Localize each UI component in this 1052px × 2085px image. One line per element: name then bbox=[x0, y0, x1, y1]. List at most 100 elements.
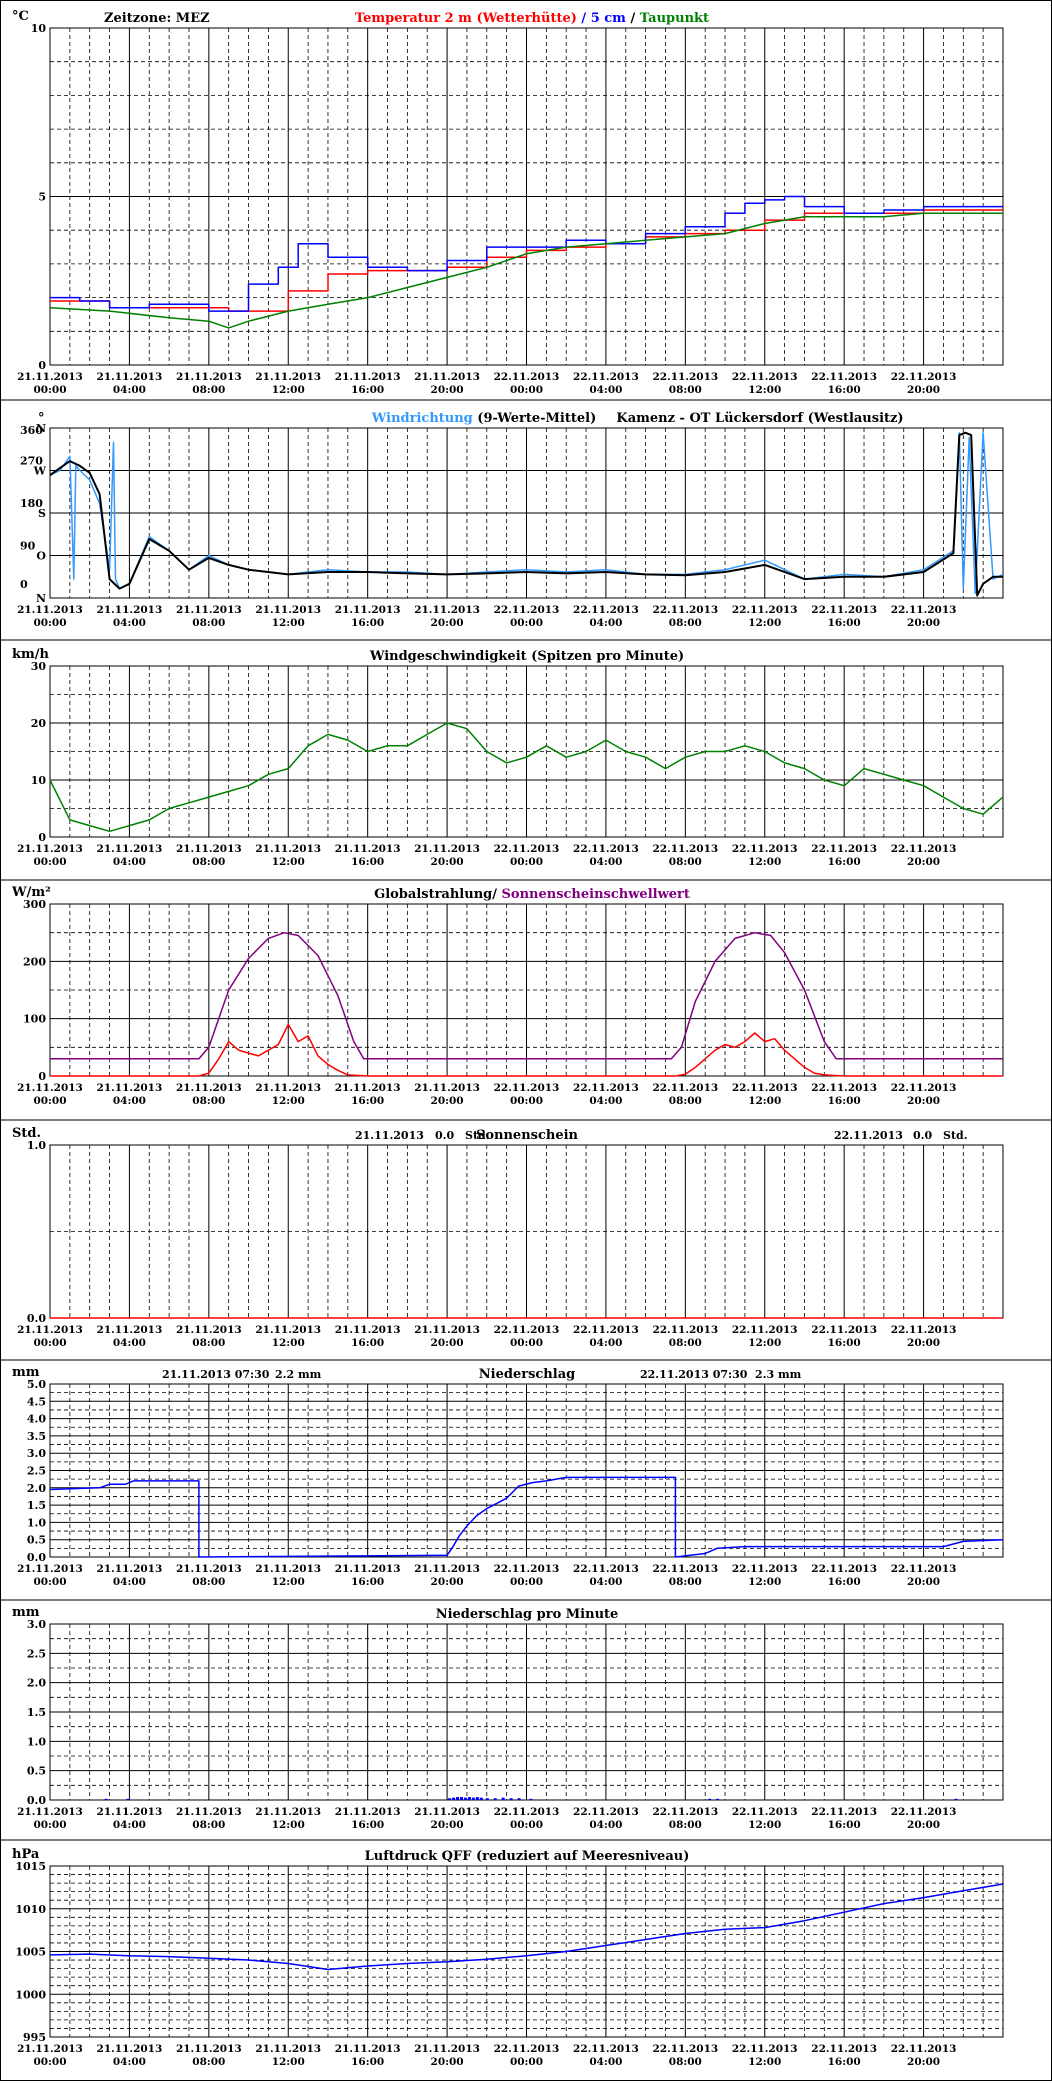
x-tick-date: 21.11.2013 bbox=[176, 2043, 242, 2055]
x-tick-time: 16:00 bbox=[351, 384, 384, 396]
x-tick-date: 21.11.2013 bbox=[335, 2043, 401, 2055]
x-tick-date: 21.11.2013 bbox=[255, 604, 321, 616]
y-tick-label: 1.5 bbox=[27, 1706, 46, 1719]
x-tick-date: 22.11.2013 bbox=[891, 371, 957, 383]
x-tick-time: 08:00 bbox=[192, 856, 225, 868]
x-tick-date: 21.11.2013 bbox=[335, 1806, 401, 1818]
y-tick-num-label: 0 bbox=[20, 578, 28, 591]
x-tick-date: 22.11.2013 bbox=[494, 1563, 560, 1575]
y-tick-label: 5 bbox=[38, 191, 46, 204]
x-tick-time: 20:00 bbox=[907, 1576, 940, 1588]
precip-bar bbox=[464, 1798, 467, 1800]
x-tick-time: 00:00 bbox=[510, 1337, 543, 1349]
x-tick-date: 22.11.2013 bbox=[811, 1082, 877, 1094]
x-tick-time: 08:00 bbox=[192, 1819, 225, 1831]
x-tick-date: 21.11.2013 bbox=[17, 604, 83, 616]
x-tick-time: 08:00 bbox=[669, 1819, 702, 1831]
x-tick-time: 08:00 bbox=[192, 617, 225, 629]
x-tick-time: 12:00 bbox=[748, 1095, 781, 1107]
x-tick-time: 12:00 bbox=[272, 856, 305, 868]
x-tick-date: 22.11.2013 bbox=[652, 1563, 718, 1575]
x-tick-date: 22.11.2013 bbox=[652, 1806, 718, 1818]
y-tick-label: 10 bbox=[31, 774, 47, 787]
unit-label: °C bbox=[12, 9, 29, 24]
x-tick-time: 04:00 bbox=[589, 1337, 622, 1349]
x-tick-date: 22.11.2013 bbox=[811, 604, 877, 616]
y-tick-label: 100 bbox=[23, 1013, 46, 1026]
unit-label: mm bbox=[12, 1605, 40, 1620]
x-tick-date: 21.11.2013 bbox=[335, 843, 401, 855]
x-tick-time: 00:00 bbox=[510, 1819, 543, 1831]
y-tick-label: 4.5 bbox=[27, 1395, 46, 1408]
x-tick-time: 12:00 bbox=[272, 2056, 305, 2068]
title-part: (9-Werte-Mittel) bbox=[473, 411, 596, 426]
x-tick-time: 20:00 bbox=[907, 1337, 940, 1349]
x-tick-time: 04:00 bbox=[589, 1819, 622, 1831]
x-tick-date: 22.11.2013 bbox=[891, 1324, 957, 1336]
x-tick-date: 22.11.2013 bbox=[811, 1324, 877, 1336]
y-tick-label: 3.5 bbox=[27, 1430, 46, 1443]
chart-title: Sonnenschein bbox=[476, 1128, 579, 1143]
x-tick-time: 08:00 bbox=[192, 384, 225, 396]
x-tick-time: 16:00 bbox=[351, 1819, 384, 1831]
x-tick-date: 22.11.2013 bbox=[811, 1806, 877, 1818]
precip-bar bbox=[472, 1798, 475, 1800]
x-tick-date: 22.11.2013 bbox=[811, 2043, 877, 2055]
x-tick-date: 21.11.2013 bbox=[176, 1324, 242, 1336]
precip-bar bbox=[716, 1799, 719, 1800]
x-tick-time: 08:00 bbox=[669, 2056, 702, 2068]
x-tick-date: 22.11.2013 bbox=[891, 843, 957, 855]
x-tick-date: 22.11.2013 bbox=[652, 1324, 718, 1336]
chart-title: Luftdruck QFF (reduziert auf Meeresnivea… bbox=[365, 1849, 690, 1864]
y-tick-label: 10 bbox=[31, 22, 47, 35]
x-tick-time: 20:00 bbox=[907, 856, 940, 868]
x-tick-time: 08:00 bbox=[192, 2056, 225, 2068]
x-tick-time: 00:00 bbox=[33, 1819, 66, 1831]
y-tick-label: 2.5 bbox=[27, 1465, 46, 1478]
x-tick-time: 20:00 bbox=[431, 1095, 464, 1107]
x-tick-date: 21.11.2013 bbox=[97, 1082, 163, 1094]
x-tick-date: 22.11.2013 bbox=[494, 1324, 560, 1336]
precip-bar bbox=[105, 1799, 108, 1800]
x-tick-date: 22.11.2013 bbox=[573, 1806, 639, 1818]
x-tick-date: 21.11.2013 bbox=[255, 1806, 321, 1818]
x-tick-date: 21.11.2013 bbox=[97, 843, 163, 855]
x-tick-date: 22.11.2013 bbox=[732, 843, 798, 855]
day-sum-unit: mm bbox=[298, 1368, 322, 1381]
x-tick-date: 22.11.2013 bbox=[573, 1324, 639, 1336]
x-tick-time: 04:00 bbox=[589, 384, 622, 396]
x-tick-time: 08:00 bbox=[669, 856, 702, 868]
x-tick-date: 21.11.2013 bbox=[176, 604, 242, 616]
x-tick-time: 12:00 bbox=[748, 2056, 781, 2068]
chart-title: Temperatur 2 m (Wetterhütte) / 5 cm / Ta… bbox=[355, 11, 709, 26]
x-tick-time: 00:00 bbox=[33, 617, 66, 629]
unit-label: km/h bbox=[12, 647, 50, 662]
x-tick-time: 16:00 bbox=[351, 1576, 384, 1588]
x-tick-time: 16:00 bbox=[828, 2056, 861, 2068]
unit-label: Std. bbox=[12, 1126, 41, 1141]
x-tick-time: 20:00 bbox=[431, 1819, 464, 1831]
x-tick-date: 21.11.2013 bbox=[17, 1563, 83, 1575]
day-sum-date: 22.11.2013 bbox=[834, 1129, 903, 1142]
x-tick-time: 16:00 bbox=[828, 1576, 861, 1588]
x-tick-time: 08:00 bbox=[669, 617, 702, 629]
x-tick-date: 21.11.2013 bbox=[255, 371, 321, 383]
y-tick-label: O bbox=[36, 550, 46, 563]
chart-title: Niederschlag pro Minute bbox=[436, 1607, 619, 1622]
day-sum-date: 22.11.2013 07:30 bbox=[640, 1368, 748, 1381]
x-tick-date: 21.11.2013 bbox=[414, 604, 480, 616]
day-sum-unit: mm bbox=[778, 1368, 802, 1381]
precip-bar bbox=[954, 1799, 957, 1800]
y-tick-label: 2.5 bbox=[27, 1647, 46, 1660]
x-tick-date: 22.11.2013 bbox=[573, 843, 639, 855]
y-tick-label: 0.5 bbox=[27, 1765, 46, 1778]
x-tick-time: 12:00 bbox=[272, 384, 305, 396]
title-part: Sonnenscheinschwellwert bbox=[502, 887, 690, 902]
x-tick-time: 20:00 bbox=[431, 384, 464, 396]
unit-label: ° bbox=[38, 411, 45, 426]
x-tick-time: 08:00 bbox=[669, 1576, 702, 1588]
x-tick-date: 22.11.2013 bbox=[573, 1082, 639, 1094]
